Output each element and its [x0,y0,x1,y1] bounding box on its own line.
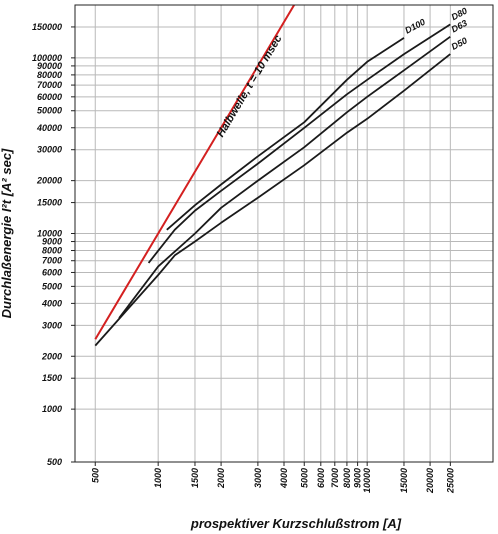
x-tick-label: 500 [90,468,100,483]
x-tick-label: 4000 [279,468,289,489]
x-tick-label: 2000 [216,468,226,489]
y-tick-label: 8000 [42,246,62,256]
y-tick-label: 90000 [37,61,62,71]
y-tick-label: 6000 [42,267,62,277]
x-tick-label: 1000 [153,468,163,488]
x-tick-label: 8000 [342,468,352,488]
x-tick-label: 3000 [253,468,263,488]
y-tick-label: 5000 [42,281,62,291]
y-tick-label: 15000 [37,198,62,208]
y-tick-label: 60000 [37,92,62,102]
y-tick-label: 9000 [42,237,62,247]
y-tick-label: 20000 [36,176,62,186]
y-tick-label: 500 [47,457,62,467]
y-tick-label: 7000 [42,256,62,266]
x-axis-title: prospektiver Kurzschlußstrom [A] [190,516,402,531]
y-tick-label: 50000 [37,106,62,116]
x-tick-label: 7000 [330,468,340,488]
x-tick-label: 25000 [445,468,455,494]
halbwelle-annotation: Halbwelle, t = 10 msec [215,33,285,139]
y-tick-label: 1500 [42,373,62,383]
y-tick-label: 80000 [37,70,62,80]
x-tick-label: 15000 [399,468,409,493]
grid-lines [75,5,493,463]
x-tick-labels: 500 1000 1500 2000 3000 4000 5000 6000 7000 8000 9… [90,462,455,494]
y-tick-label: 70000 [37,80,62,90]
series-line-d50 [94,53,451,347]
y-tick-label: 4000 [41,298,62,308]
y-tick-label: 10000 [37,229,62,239]
series-line-halbwelle-t-10-msec [94,5,296,340]
y-tick-labels: 5001000150020003000400050006000700080009… [32,22,75,467]
y-tick-label: 2000 [41,351,62,361]
y-tick-label: 1000 [42,404,62,414]
x-tick-label: 20000 [425,468,435,494]
y-tick-label: 100000 [32,53,62,63]
y-tick-label: 3000 [42,320,62,330]
series-label: D50 [450,35,469,52]
series-label: D100 [403,17,427,36]
series-line-d80 [147,23,451,264]
x-tick-label: 10000 [362,468,372,493]
y-tick-label: 30000 [37,145,62,155]
series-line-d63 [118,35,451,319]
y-tick-label: 40000 [36,123,62,133]
series-lines [94,5,451,347]
y-axis-title: Durchlaßenergie I²t [A² sec] [0,148,14,318]
x-tick-label: 1500 [190,468,200,488]
series-line-d100 [166,37,405,231]
x-tick-label: 6000 [316,468,326,488]
y-tick-label: 150000 [32,22,62,32]
x-tick-label: 5000 [299,468,309,488]
x-tick-label: 9000 [353,468,363,488]
